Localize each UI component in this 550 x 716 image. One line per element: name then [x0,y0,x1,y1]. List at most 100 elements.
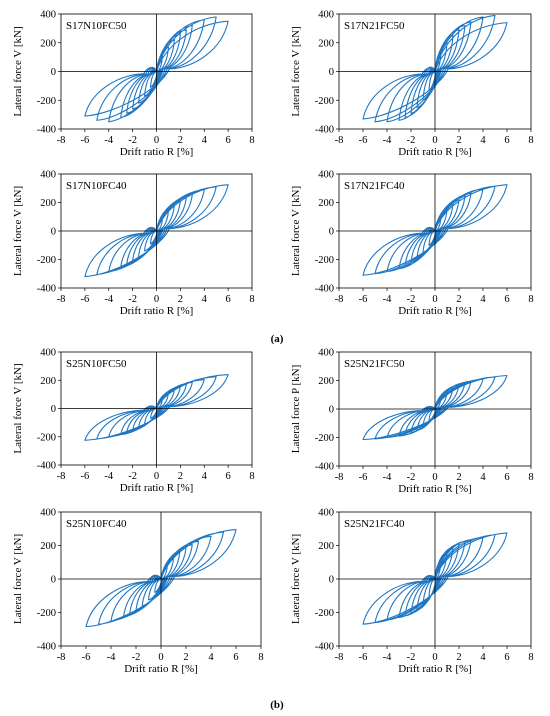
y-tick-label: 400 [318,170,334,181]
hysteresis-path [362,532,508,625]
x-tick-label: 4 [208,652,214,663]
x-tick-label: -6 [81,294,90,305]
x-tick-label: -6 [359,652,368,663]
x-axis-label: Drift ratio R [%] [120,146,194,158]
hysteresis-curve [362,14,508,123]
y-tick-label: 400 [318,508,334,519]
y-axis-label: Lateral force P [kN] [290,365,302,453]
y-tick-label: -400 [37,125,56,136]
x-tick-label: -6 [81,135,90,146]
x-tick-label: 6 [504,652,509,663]
hysteresis-curve [84,374,229,441]
y-tick-label: 200 [318,38,334,49]
x-tick-label: -4 [383,652,392,663]
x-axis-label: Drift ratio R [%] [398,305,472,317]
hysteresis-path [84,16,229,123]
y-tick-label: 400 [318,10,334,21]
panel-title: S17N21FC40 [344,180,405,192]
x-tick-label: -4 [383,135,392,146]
x-tick-label: 4 [202,135,208,146]
panel-title: S17N10FC40 [66,180,127,192]
x-tick-label: -8 [57,652,66,663]
y-tick-label: 0 [329,67,334,78]
panel-title: S25N10FC40 [66,518,127,530]
chart-panel-4: -8 -6 -4 -2 0 2 4 6 8 -400 -200 0 200 400 S17N21FC40 Dr… [290,170,534,318]
x-tick-label: -8 [57,294,66,305]
y-tick-label: 200 [40,376,56,387]
x-tick-label: -6 [359,294,368,305]
y-tick-label: 400 [40,170,56,181]
x-tick-label: -6 [81,471,90,482]
hysteresis-curve [85,529,237,628]
y-tick-label: 400 [318,348,334,359]
y-axis-label: Lateral force V [kN] [12,186,24,276]
x-tick-label: 4 [480,135,486,146]
hysteresis-curve [362,184,508,276]
x-tick-label: -2 [128,294,137,305]
y-tick-label: -200 [315,433,334,444]
y-tick-label: -200 [37,608,56,619]
y-tick-label: 200 [318,198,334,209]
y-tick-label: 0 [329,575,334,586]
y-tick-label: 200 [40,38,56,49]
x-tick-label: 0 [154,294,159,305]
x-tick-label: 6 [226,294,231,305]
x-tick-label: 6 [504,135,509,146]
chart-panel-8: -8 -6 -4 -2 0 2 4 6 8 -400 -200 0 200 400 S25N21FC40 Dr… [290,508,534,676]
x-axis-label: Drift ratio R [%] [124,663,198,675]
x-axis-label: Drift ratio R [%] [398,483,472,495]
y-tick-label: 200 [318,541,334,552]
caption-a: (a) [271,333,284,345]
x-tick-label: -2 [407,135,416,146]
x-tick-label: 4 [202,471,208,482]
x-tick-label: 2 [456,472,461,483]
x-tick-label: 8 [249,294,254,305]
x-tick-label: -6 [359,135,368,146]
y-axis-label: Lateral force V [kN] [12,534,24,624]
x-axis-label: Drift ratio R [%] [398,146,472,158]
x-tick-label: -2 [128,471,137,482]
x-tick-label: 2 [183,652,188,663]
y-tick-label: -200 [315,96,334,107]
x-tick-label: 0 [158,652,163,663]
y-axis-label: Lateral force V [kN] [12,26,24,116]
panel-title: S17N10FC50 [66,20,127,32]
x-tick-label: -8 [335,472,344,483]
x-tick-label: -4 [383,472,392,483]
y-axis-label: Lateral force V [kN] [290,26,302,116]
x-tick-label: -4 [107,652,116,663]
y-tick-label: -400 [37,642,56,653]
y-axis-label: Lateral force V [kN] [12,363,24,453]
x-tick-label: 0 [432,294,437,305]
y-axis-label: Lateral force V [kN] [290,186,302,276]
x-tick-label: 6 [226,135,231,146]
x-tick-label: 6 [504,472,509,483]
x-tick-label: -2 [407,652,416,663]
y-tick-label: 0 [51,575,56,586]
y-tick-label: -400 [37,461,56,472]
x-tick-label: 0 [432,135,437,146]
hysteresis-path [84,184,229,278]
x-tick-label: 8 [528,652,533,663]
y-tick-label: -200 [37,255,56,266]
hysteresis-curve [362,532,508,625]
x-tick-label: -2 [407,294,416,305]
x-tick-label: -8 [57,135,66,146]
y-tick-label: -200 [37,96,56,107]
x-tick-label: 8 [528,472,533,483]
x-tick-label: -8 [335,652,344,663]
y-tick-label: -400 [315,125,334,136]
hysteresis-path [84,374,229,441]
y-tick-label: 0 [51,67,56,78]
x-tick-label: -4 [104,471,113,482]
x-tick-label: -6 [82,652,91,663]
panel-title: S17N21FC50 [344,20,405,32]
hysteresis-curve [362,374,508,441]
x-tick-label: -4 [383,294,392,305]
x-tick-label: 8 [528,135,533,146]
y-tick-label: 0 [329,227,334,238]
y-tick-label: -200 [315,255,334,266]
chart-panel-6: -8 -6 -4 -2 0 2 4 6 8 -400 -200 0 200 400 S25N21FC50 Dr… [290,348,534,496]
x-tick-label: -6 [359,472,368,483]
y-tick-label: -400 [315,284,334,295]
